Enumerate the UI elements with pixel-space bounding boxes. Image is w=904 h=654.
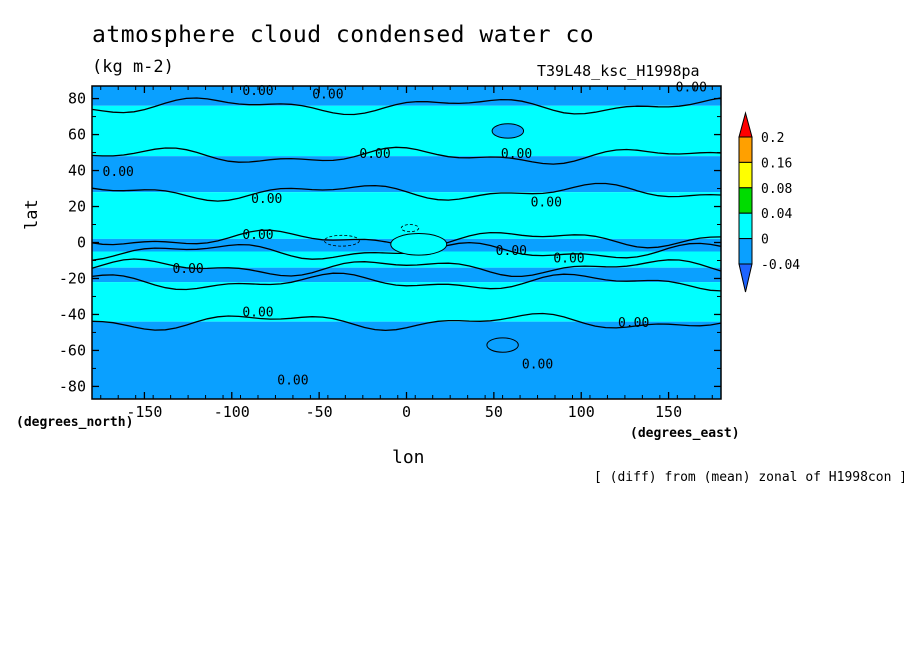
contour-label: 0.00 — [277, 374, 308, 389]
contour-label: 0.00 — [522, 357, 553, 372]
contour-line — [91, 312, 722, 332]
contour-line — [91, 146, 722, 165]
colorbar-label: 0.04 — [761, 207, 792, 222]
field-band — [92, 86, 721, 106]
field-band — [92, 267, 721, 283]
colorbar: -0.04 0 0.04 0.08 0.16 0.2 — [738, 111, 800, 293]
contour-label: 0.00 — [501, 147, 532, 162]
chart-title: atmosphere cloud condensed water co — [92, 22, 595, 48]
contour-label: 0.00 — [242, 84, 273, 99]
x-tick-label: 0 — [402, 403, 411, 421]
contour-label: 0.00 — [172, 262, 203, 277]
contour-line — [91, 182, 722, 202]
field-band — [92, 156, 721, 193]
y-tick-label: 0 — [77, 234, 86, 252]
field-band — [92, 192, 721, 239]
y-tick-label: -80 — [59, 377, 86, 395]
dashed-contour — [323, 234, 360, 247]
x-tick-label: -100 — [214, 403, 250, 421]
contour-label: 0.00 — [312, 88, 343, 103]
y-tick-label: -20 — [59, 269, 86, 287]
y-tick-label: 40 — [68, 162, 86, 180]
plot-area: 0.00 0.00 0.00 0.00 0.00 0.00 0.00 0.00 0.00 0.00… — [91, 80, 722, 399]
colorbar-label: 0 — [761, 233, 769, 248]
contour-label: 0.00 — [676, 80, 707, 95]
contour-label: 0.00 — [618, 316, 649, 331]
field-band — [92, 321, 721, 399]
contour-label: 0.00 — [359, 147, 390, 162]
colorbar-box — [738, 187, 753, 214]
footnote: [ (diff) from (mean) zonal of H1998con ] — [594, 470, 904, 485]
contour-line — [91, 97, 722, 116]
colorbar-box — [738, 161, 753, 189]
colorbar-box — [738, 238, 753, 265]
colorbar-label: -0.04 — [761, 258, 800, 273]
contour-label: 0.00 — [103, 165, 134, 180]
dashed-contour — [400, 224, 420, 233]
contour-label: 0.00 — [496, 244, 527, 259]
contour-label: 0.00 — [242, 228, 273, 243]
x-tick-label: 50 — [485, 403, 503, 421]
y-axis-unit: (degrees_north) — [16, 415, 134, 430]
axes: -150 -100 -50 0 50 100 150 80 60 40 20 0 -20 -40 -60 -8… — [59, 85, 722, 421]
x-axis-unit: (degrees_east) — [630, 426, 740, 441]
colorbar-label: 0.08 — [761, 182, 792, 197]
colorbar-box — [738, 212, 753, 240]
x-tick-label: -150 — [126, 403, 162, 421]
chart-units: (kg m-2) — [92, 57, 174, 77]
colorbar-label: 0.16 — [761, 156, 792, 171]
x-tick-label: 100 — [568, 403, 595, 421]
run-label: T39L48_ksc_H1998pa — [537, 62, 700, 80]
contour-label: 0.00 — [531, 196, 562, 211]
colorbar-bottom-arrow — [738, 263, 753, 293]
colorbar-top-arrow — [738, 111, 753, 138]
x-tick-label: -50 — [306, 403, 333, 421]
y-tick-label: -40 — [59, 305, 86, 323]
contour-pocket — [390, 233, 448, 256]
contour-label: 0.00 — [553, 251, 584, 266]
contour-line — [91, 258, 722, 278]
contour-label: 0.00 — [242, 305, 273, 320]
colorbar-box — [738, 136, 753, 163]
x-tick-label: 150 — [655, 403, 682, 421]
contour-pocket — [491, 123, 525, 139]
contour-label: 0.00 — [251, 192, 282, 207]
y-tick-label: 20 — [68, 198, 86, 216]
x-axis-label: lon — [392, 447, 425, 468]
y-tick-label: -60 — [59, 341, 86, 359]
contour-line — [91, 272, 722, 292]
y-tick-label: 80 — [68, 90, 86, 108]
y-tick-label: 60 — [68, 126, 86, 144]
colorbar-label: 0.2 — [761, 131, 784, 146]
field-band — [92, 251, 721, 268]
field-band — [92, 105, 721, 157]
contour-pocket — [486, 337, 519, 353]
